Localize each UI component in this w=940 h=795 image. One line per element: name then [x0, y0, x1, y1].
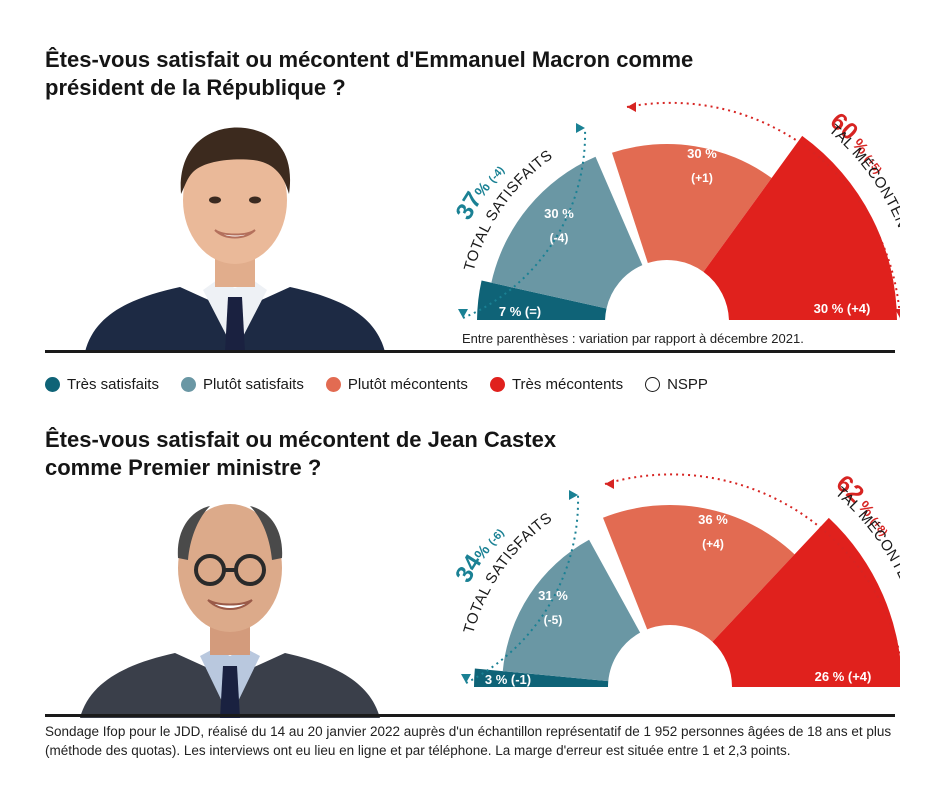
- slice-label-plutot-mecontents: 36 %: [698, 512, 728, 527]
- total-mecontents-arrow: [604, 473, 900, 660]
- slice-tres-mecontents: [703, 135, 897, 320]
- legend-item-tres-satisfaits: Très satisfaits: [45, 376, 159, 393]
- legend-label-nspp: NSPP: [667, 375, 708, 393]
- slice-tres-mecontents: [712, 517, 900, 687]
- legend-swatch-plutot-mecontents: [325, 376, 341, 392]
- arrowhead-icon: [576, 123, 585, 133]
- portrait-of-jean-castex: [80, 504, 380, 718]
- chart-title-castex: Êtes-vous satisfait ou mécontent de Jean…: [45, 427, 557, 480]
- legend-item-plutot-mecontents: Plutôt mécontents: [325, 375, 468, 393]
- arrowhead-icon: [627, 102, 636, 112]
- slice-plutot-satisfaits: [502, 539, 641, 682]
- slice-plutot-mecontents: [611, 144, 772, 272]
- total-satisfaits-arrow: [465, 494, 580, 684]
- slice-plutot-mecontents: [603, 505, 795, 642]
- slice-change-plutot-mecontents: (+1): [691, 171, 713, 185]
- legend-swatch-tres-mecontents: [489, 376, 505, 392]
- portrait-of-emmanuel-macron: [85, 127, 385, 352]
- legend-label-plutot-mecontents: Plutôt mécontents: [347, 375, 468, 393]
- chart-macron: 7 % (=)30 %(-4)30 %(+1)30 % (+4)37% (-4)…: [430, 75, 900, 320]
- legend-swatch-nspp: [645, 376, 661, 392]
- legend: Très satisfaits Plutôt satisfaits Plutôt…: [45, 373, 730, 395]
- slice-plutot-satisfaits: [491, 156, 643, 309]
- slice-change-plutot-satisfaits: (-5): [544, 613, 563, 627]
- slice-label-plutot-mecontents: 30 %: [687, 146, 717, 161]
- slice-label-tres-mecontents: 26 % (+4): [815, 669, 872, 684]
- legend-item-tres-mecontents: Très mécontents: [489, 375, 624, 393]
- chart-castex: 3 % (-1)31 %(-5)36 %(+4)26 % (+4)34% (-6…: [430, 440, 900, 687]
- slice-change-plutot-satisfaits: (-4): [550, 231, 569, 245]
- legend-label-plutot-satisfaits: Plutôt satisfaits: [202, 375, 304, 393]
- arrowhead-icon: [461, 674, 471, 683]
- arrowhead-icon: [569, 490, 578, 500]
- slice-tres-satisfaits: [474, 668, 609, 687]
- divider-rule: [45, 350, 895, 353]
- variation-note: Entre parenthèses : variation par rappor…: [462, 331, 804, 346]
- divider-rule-bottom: [45, 714, 895, 717]
- slice-label-plutot-satisfaits: 31 %: [538, 588, 568, 603]
- slice-label-plutot-satisfaits: 30 %: [544, 206, 574, 221]
- legend-item-plutot-satisfaits: Plutôt satisfaits: [180, 375, 304, 393]
- chart-title-macron: Êtes-vous satisfait ou mécontent d'Emman…: [45, 47, 694, 100]
- legend-label-tres-mecontents: Très mécontents: [511, 375, 624, 393]
- slice-label-tres-satisfaits: 3 % (-1): [485, 672, 531, 687]
- footer-source-note: Sondage Ifop pour le JDD, réalisé du 14 …: [45, 724, 892, 758]
- legend-swatch-plutot-satisfaits: [180, 376, 196, 392]
- slice-label-tres-satisfaits: 7 % (=): [499, 304, 541, 319]
- arrowhead-icon: [895, 309, 900, 318]
- slice-label-tres-mecontents: 30 % (+4): [814, 301, 871, 316]
- arrowhead-icon: [605, 479, 614, 489]
- slice-change-plutot-mecontents: (+4): [702, 537, 724, 551]
- legend-swatch-tres-satisfaits: [45, 376, 60, 392]
- arrowhead-icon: [458, 309, 468, 318]
- legend-item-nspp: NSPP: [645, 376, 708, 393]
- legend-label-tres-satisfaits: Très satisfaits: [67, 375, 159, 393]
